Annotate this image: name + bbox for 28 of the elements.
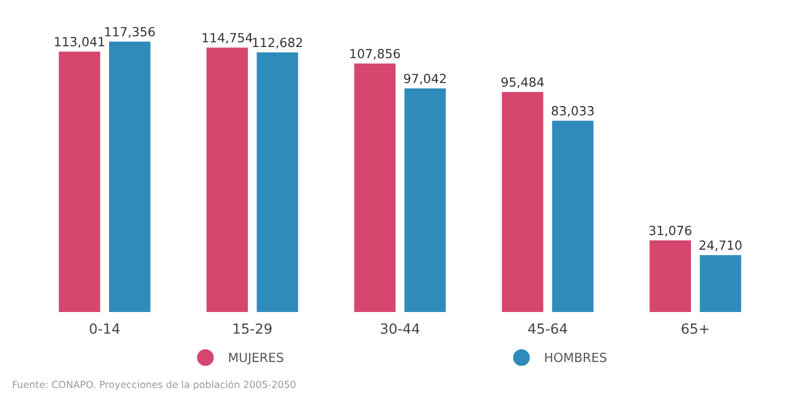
- bar: [58, 52, 100, 312]
- legend-label: MUJERES: [229, 352, 284, 364]
- data-label: 31,076: [649, 226, 692, 236]
- bar: [552, 120, 594, 312]
- x-tick-label: 30-44: [380, 323, 420, 334]
- bar: [700, 255, 742, 312]
- data-label: 113,041: [55, 36, 104, 48]
- bar: [109, 42, 150, 312]
- data-label: 114,754: [202, 33, 252, 44]
- x-tick-label: 0-14: [90, 323, 120, 334]
- data-label: 24,710: [700, 240, 742, 252]
- data-label: 95,484: [502, 77, 544, 88]
- x-tick-label: 65+: [682, 323, 709, 334]
- bar: [206, 48, 248, 312]
- bar: [650, 240, 691, 312]
- legend-label: HOMBRES: [545, 352, 606, 362]
- x-tick-label: 45-64: [528, 323, 568, 334]
- bar: [404, 88, 446, 312]
- bar: [256, 52, 298, 312]
- data-label: 112,682: [252, 38, 302, 48]
- data-label: 107,856: [350, 48, 400, 60]
- data-label: 117,356: [105, 26, 155, 38]
- data-label: 83,033: [552, 106, 594, 117]
- bar: [502, 92, 544, 312]
- bar: [354, 64, 396, 312]
- source-note: Fuente: CONAPO. Proyecciones de la población 2005-2050: [12, 380, 296, 390]
- x-tick-label: 15-29: [234, 323, 272, 334]
- data-label: 97,042: [404, 74, 446, 85]
